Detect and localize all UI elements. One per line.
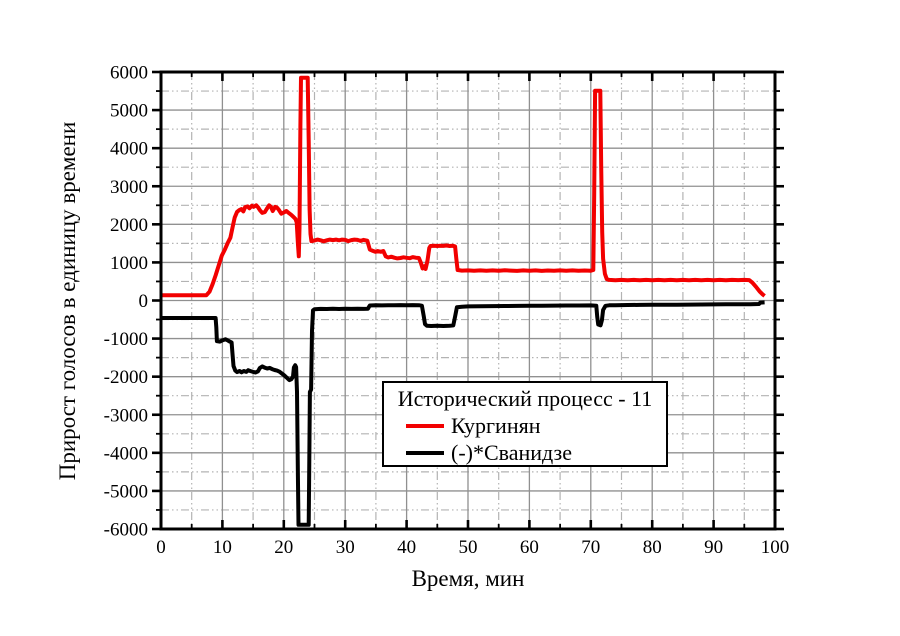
x-tick-label: 60 [520,537,539,558]
y-tick-label: -2000 [104,367,148,388]
x-tick-label: 90 [704,537,723,558]
y-tick-label: -3000 [104,405,148,426]
legend-line-swatch-red [406,423,444,428]
x-tick-label: 10 [213,537,232,558]
y-tick-label: -1000 [104,329,148,350]
y-tick-label: 0 [139,291,149,312]
y-tick-label: 2000 [110,215,148,236]
x-tick-label: 40 [397,537,416,558]
x-tick-label: 100 [761,537,790,558]
legend-box: Исторический процесс - 11 Кургинян (-)*С… [382,381,668,467]
series-line-1 [161,75,766,298]
tick-labels: 0 10 20 30 40 50 60 70 80 90 100 6000 5000 4000 3000 20… [104,63,790,559]
y-tick-label: 4000 [110,139,148,160]
x-tick-label: 0 [156,537,166,558]
y-tick-label: 6000 [110,63,148,84]
x-axis-title: Время, мин [411,566,525,591]
x-tick-label: 30 [336,537,355,558]
legend-title: Исторический процесс - 11 [397,386,653,411]
legend-line-swatch-black [406,450,444,455]
y-tick-label: -5000 [104,481,148,502]
plot-frame [159,70,777,531]
y-tick-label: 1000 [110,253,148,274]
x-tick-label: 70 [581,537,600,558]
x-tick-label: 50 [459,537,478,558]
y-tick-label: -4000 [104,443,148,464]
y-tick-label: -6000 [104,520,148,541]
legend-label-svanidze: (-)*Сванидзе [451,439,572,465]
series-line-0 [161,300,765,527]
legend-label-kurginyan: Кургинян [451,412,541,438]
y-axis-title: Прирост голосов в единицу времени [55,121,80,481]
y-tick-label: 5000 [110,101,148,122]
y-tick-label: 3000 [110,177,148,198]
legend-entry-kurginyan: Кургинян [384,412,666,439]
x-tick-label: 20 [274,537,293,558]
legend-entry-svanidze: (-)*Сванидзе [384,439,666,466]
series-lines [161,75,766,527]
x-tick-label: 80 [643,537,662,558]
